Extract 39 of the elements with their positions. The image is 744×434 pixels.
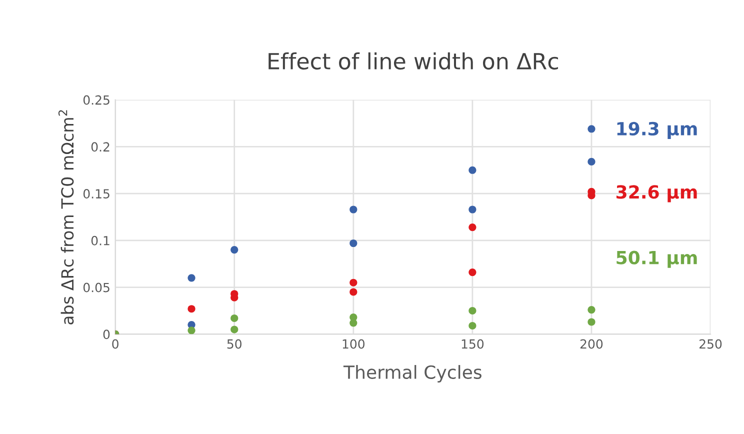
y-tick-label: 0.15: [83, 189, 110, 198]
point: [230, 246, 238, 254]
point: [350, 206, 358, 214]
x-tick-label: 200: [580, 339, 603, 349]
point: [468, 166, 476, 174]
x-tick-label: 150: [462, 339, 484, 349]
y-tick-label: 0.25: [83, 95, 110, 105]
point: [350, 278, 358, 286]
point: [468, 206, 476, 214]
y-axis-title: abs ΔRc from TC0 mΩcm$^{2}$: [58, 110, 74, 324]
y-tick-label: 0.2: [91, 142, 110, 152]
point: [468, 268, 476, 276]
y-tick-label: 0.05: [83, 282, 110, 292]
point: [350, 239, 358, 248]
point: [230, 326, 238, 334]
y-tick-label: 0: [103, 330, 110, 340]
point: [230, 314, 238, 322]
point: [588, 306, 596, 314]
point: [350, 319, 358, 327]
x-tick-label: 0: [112, 339, 118, 349]
x-tick-label: 250: [700, 339, 722, 349]
point: [468, 224, 476, 232]
x-axis-title: Thermal Cycles: [343, 365, 482, 382]
y-tick-label: 0.1: [91, 236, 110, 246]
point: [588, 158, 596, 166]
point: [188, 305, 196, 313]
point: [188, 326, 196, 334]
point: [188, 274, 196, 282]
point: [350, 288, 358, 296]
series-label: 32.6 µm: [616, 185, 697, 202]
point: [588, 125, 596, 133]
point: [588, 318, 596, 326]
chart-title: Effect of line width on ΔRc: [268, 52, 558, 70]
x-tick-label: 50: [227, 339, 242, 349]
text: 50.1 µm: [616, 250, 697, 268]
x-tick-label: 100: [342, 339, 364, 349]
series-label: 19.3 µm: [617, 122, 697, 140]
point: [468, 322, 476, 330]
point: [468, 306, 476, 315]
